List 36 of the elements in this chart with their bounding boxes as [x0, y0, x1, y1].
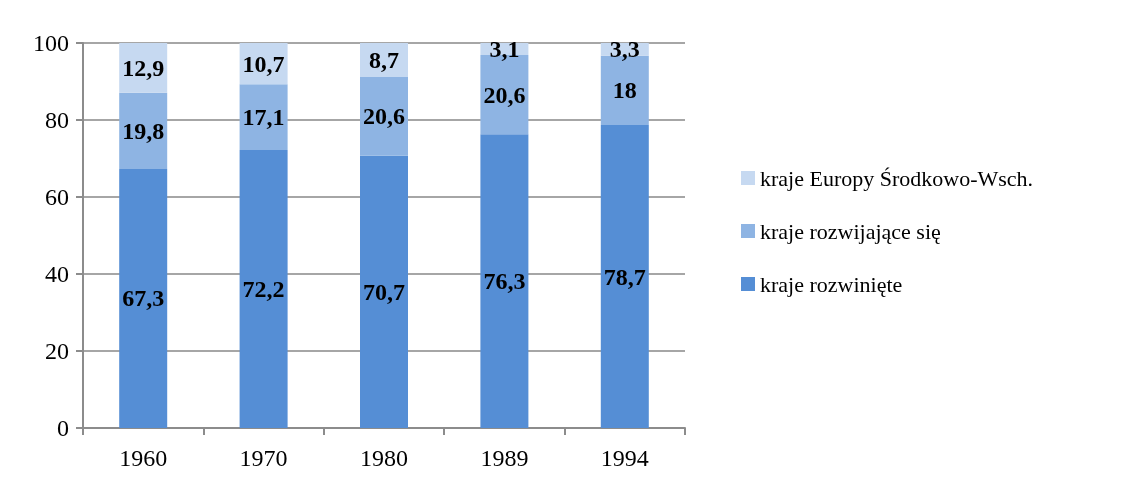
bar	[239, 84, 288, 151]
data-label: 78,7	[603, 263, 646, 290]
bar	[239, 150, 288, 428]
data-label: 19,8	[122, 117, 165, 144]
data-label: 10,7	[242, 50, 285, 77]
data-label: 12,9	[122, 54, 165, 81]
bar	[360, 155, 408, 428]
y-tick-label: 20	[45, 338, 69, 364]
data-label: 20,6	[363, 103, 405, 130]
legend-label: kraje rozwijające się	[760, 218, 941, 244]
y-tick-label: 0	[57, 415, 69, 441]
data-label: 20,6	[483, 81, 526, 108]
x-tick-label: 1989	[480, 445, 529, 471]
data-label: 8,7	[369, 46, 399, 73]
data-label: 70,7	[363, 278, 405, 305]
data-label: 17,1	[242, 104, 285, 131]
data-label: 3,1	[489, 35, 520, 62]
y-tick-label: 40	[45, 261, 69, 287]
bar	[480, 134, 529, 428]
data-label: 18	[612, 77, 637, 104]
x-tick-label: 1960	[119, 445, 168, 471]
y-tick-label: 80	[45, 107, 69, 133]
bar	[119, 168, 168, 428]
y-tick-label: 60	[45, 184, 69, 210]
bar	[600, 125, 649, 428]
data-label: 3,3	[609, 36, 640, 63]
bar	[360, 76, 408, 156]
legend-label: kraje rozwinięte	[760, 271, 903, 297]
data-label: 72,2	[242, 276, 285, 303]
legend-label: kraje Europy Środkowo-Wsch.	[760, 165, 1034, 191]
x-tick-label: 1980	[360, 445, 408, 471]
y-tick-label: 100	[33, 30, 69, 56]
x-tick-label: 1970	[239, 445, 288, 471]
data-label: 67,3	[122, 285, 165, 312]
data-label: 76,3	[483, 268, 526, 295]
x-tick-label: 1994	[600, 445, 649, 471]
